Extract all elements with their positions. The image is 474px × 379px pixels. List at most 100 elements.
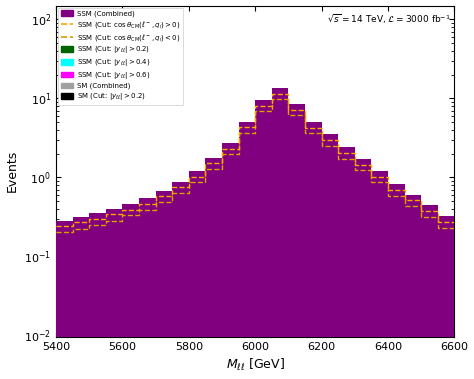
Bar xyxy=(421,265,438,379)
Bar xyxy=(222,163,238,379)
Bar xyxy=(388,263,405,379)
Bar xyxy=(205,158,222,379)
Bar xyxy=(322,252,338,379)
Bar xyxy=(338,255,355,379)
Bar xyxy=(421,205,438,379)
Bar xyxy=(172,254,189,379)
Bar xyxy=(388,193,405,379)
Bar xyxy=(89,238,106,379)
Bar xyxy=(272,88,288,379)
Bar xyxy=(288,248,305,379)
Bar xyxy=(355,257,372,379)
Bar xyxy=(421,228,438,379)
Bar xyxy=(421,268,438,379)
Bar xyxy=(106,232,122,379)
Bar xyxy=(56,274,73,379)
Bar xyxy=(255,246,272,379)
Bar xyxy=(155,212,172,379)
Bar xyxy=(438,271,455,379)
Bar xyxy=(189,171,205,379)
Bar xyxy=(73,242,89,379)
Bar xyxy=(222,143,238,379)
Bar xyxy=(405,216,421,379)
Bar xyxy=(322,251,338,379)
Bar xyxy=(122,260,139,379)
Bar xyxy=(322,143,338,379)
Bar xyxy=(106,209,122,379)
Bar xyxy=(355,255,372,379)
Bar xyxy=(73,226,89,379)
Bar xyxy=(272,245,288,379)
Bar xyxy=(189,192,205,379)
Bar xyxy=(305,249,322,379)
Bar xyxy=(405,203,421,379)
Bar xyxy=(56,245,73,379)
Bar xyxy=(372,171,388,379)
Bar xyxy=(139,258,155,379)
Bar xyxy=(272,229,288,379)
Bar xyxy=(288,245,305,379)
Bar xyxy=(189,179,205,379)
Bar xyxy=(106,262,122,379)
Bar xyxy=(255,100,272,379)
Bar xyxy=(106,268,122,379)
Bar xyxy=(238,122,255,379)
Bar xyxy=(238,130,255,379)
Bar xyxy=(372,192,388,379)
Bar xyxy=(338,156,355,379)
Bar xyxy=(255,248,272,379)
Bar xyxy=(56,266,73,379)
Bar xyxy=(438,225,455,379)
Bar xyxy=(272,106,288,379)
Bar xyxy=(421,214,438,379)
Bar xyxy=(139,199,155,379)
Legend: SSM (Combined), SSM (Cut: $\cos\theta_{\rm CM}(\ell^-,q_i) > 0$), SSM (Cut: $\co: SSM (Combined), SSM (Cut: $\cos\theta_{\… xyxy=(58,8,183,105)
X-axis label: $M_{\ell\ell}$ [GeV]: $M_{\ell\ell}$ [GeV] xyxy=(226,357,285,373)
Bar xyxy=(189,252,205,379)
Bar xyxy=(255,242,272,379)
Bar xyxy=(238,247,255,379)
Bar xyxy=(388,260,405,379)
Bar xyxy=(305,122,322,379)
Bar xyxy=(155,199,172,379)
Bar xyxy=(288,104,305,379)
Bar xyxy=(372,260,388,379)
Bar xyxy=(438,238,455,379)
Bar xyxy=(222,249,238,379)
Bar xyxy=(338,147,355,379)
Bar xyxy=(155,261,172,379)
Bar xyxy=(106,218,122,379)
Bar xyxy=(288,247,305,379)
Bar xyxy=(405,195,421,379)
Bar xyxy=(355,179,372,379)
Bar xyxy=(238,141,255,379)
Bar xyxy=(172,203,189,379)
Bar xyxy=(322,154,338,379)
Bar xyxy=(372,179,388,379)
Bar xyxy=(172,259,189,379)
Bar xyxy=(73,265,89,379)
Bar xyxy=(288,113,305,379)
Bar xyxy=(122,212,139,379)
Text: $\sqrt{s} = 14$ TeV, $\mathcal{L} = 3000$ fb$^{-1}$: $\sqrt{s} = 14$ TeV, $\mathcal{L} = 3000… xyxy=(327,12,450,26)
Bar xyxy=(388,184,405,379)
Bar xyxy=(338,168,355,379)
Bar xyxy=(73,218,89,379)
Bar xyxy=(139,206,155,379)
Bar xyxy=(89,222,106,379)
Y-axis label: Events: Events xyxy=(6,150,18,193)
Bar xyxy=(405,265,421,379)
Bar xyxy=(438,268,455,379)
Bar xyxy=(139,221,155,379)
Bar xyxy=(255,108,272,379)
Bar xyxy=(255,119,272,379)
Bar xyxy=(305,142,322,379)
Bar xyxy=(139,263,155,379)
Bar xyxy=(56,221,73,379)
Bar xyxy=(122,228,139,379)
Bar xyxy=(355,168,372,379)
Bar xyxy=(355,159,372,379)
Bar xyxy=(56,229,73,379)
Bar xyxy=(405,263,421,379)
Bar xyxy=(222,252,238,379)
